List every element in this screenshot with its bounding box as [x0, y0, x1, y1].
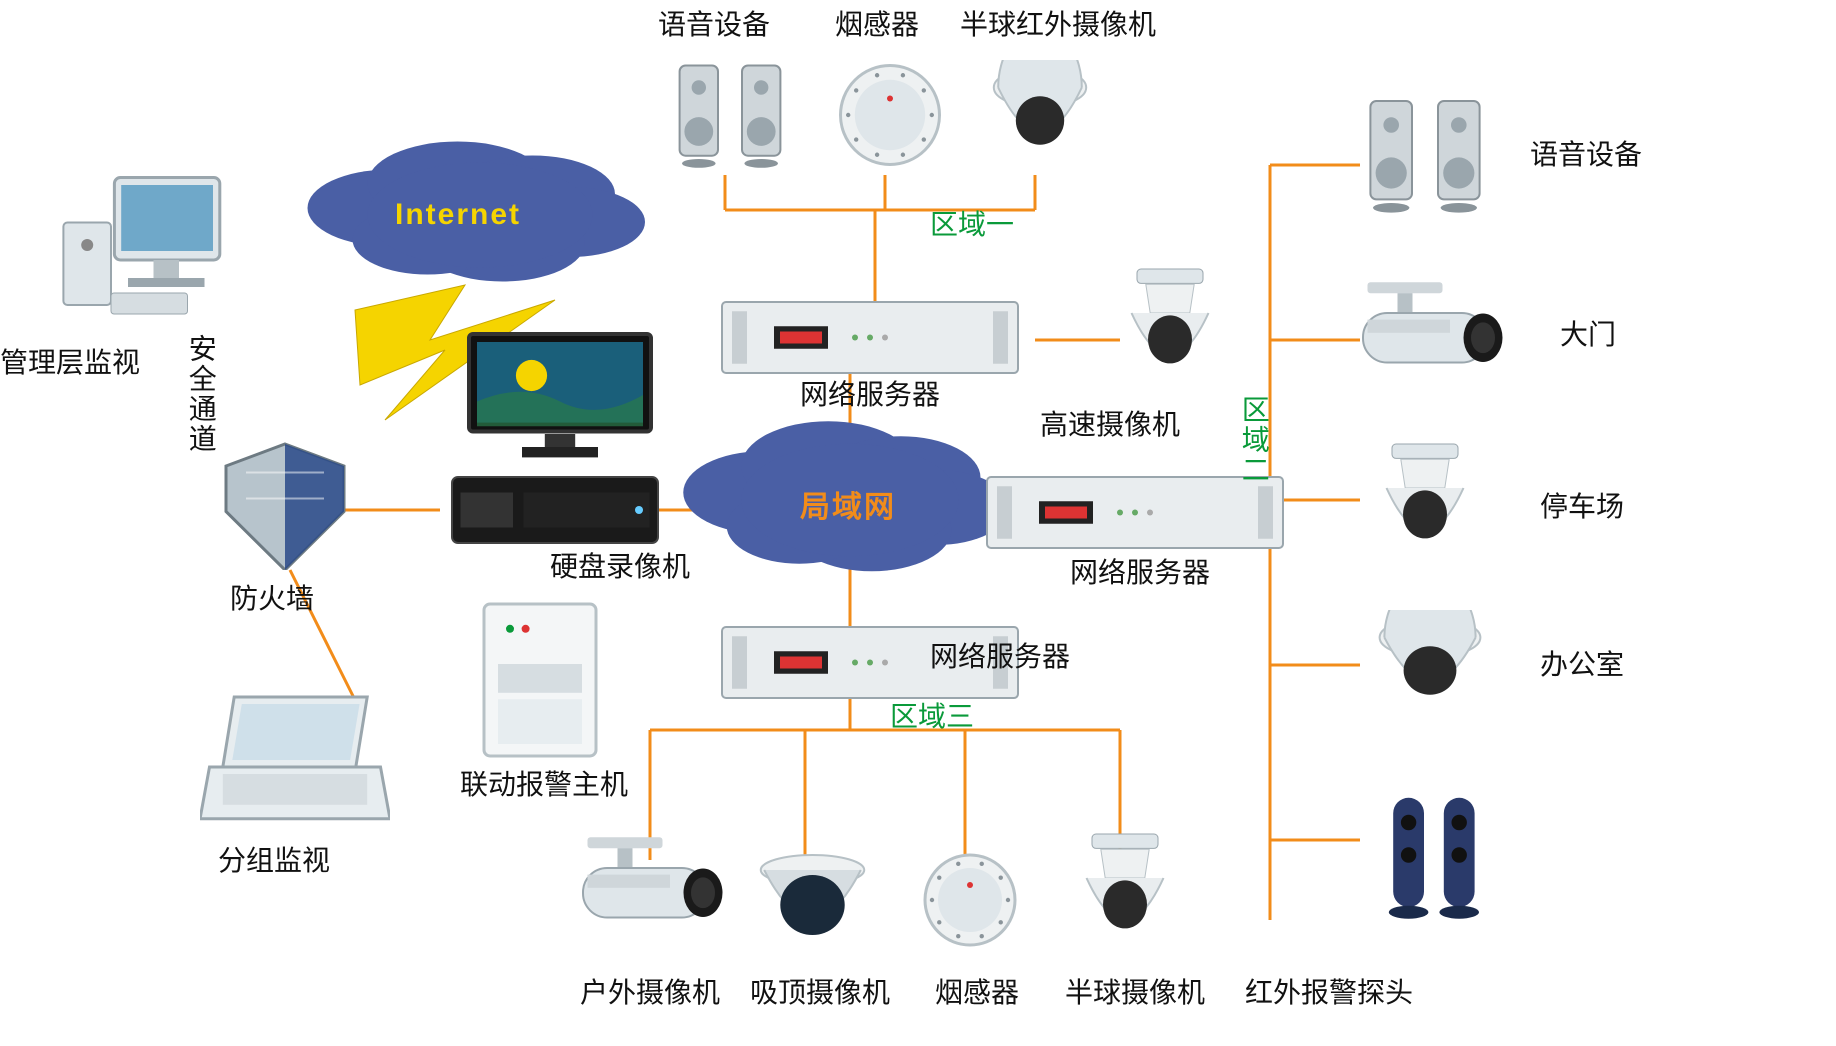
device-dome-top [985, 60, 1095, 170]
label-right-parking-l: 停车场 [1540, 492, 1624, 523]
device-ptz-bot [1070, 830, 1180, 950]
device-mgmt-monitor [60, 170, 230, 320]
label-right-office-l: 办公室 [1540, 650, 1624, 681]
label-zone1: 区域一 [930, 210, 1014, 241]
device-dvr [450, 475, 660, 545]
device-smoke-bot [910, 850, 1030, 950]
device-netsrv-2 [985, 475, 1285, 550]
label-ceiling-l: 吸顶摄像机 [750, 978, 890, 1009]
label-right-gate-l: 大门 [1560, 320, 1616, 351]
device-ceiling-cam [755, 850, 870, 950]
label-netsrv2-l: 网络服务器 [1070, 558, 1210, 589]
label-firewall-l: 防火墙 [230, 584, 314, 615]
lan-label: 局域网 [800, 482, 896, 526]
device-right-speakers [1360, 95, 1490, 215]
label-highspeed-l: 高速摄像机 [1040, 410, 1180, 441]
label-mgmt: 管理层监视 [0, 348, 140, 379]
device-right-ir [1380, 790, 1490, 920]
device-laptop [200, 690, 390, 830]
device-highspeed-cam [1115, 265, 1225, 385]
label-zone3: 区域三 [890, 702, 974, 733]
device-right-gate [1360, 280, 1510, 390]
label-dvr-l: 硬盘录像机 [550, 552, 690, 583]
label-laptop-l: 分组监视 [218, 846, 330, 877]
label-right-ir-l: 红外报警探头 [1245, 978, 1413, 1009]
label-top-dome: 半球红外摄像机 [960, 10, 1156, 41]
label-netsrv1-l: 网络服务器 [800, 380, 940, 411]
device-firewall [220, 440, 350, 570]
label-right-speakers-l: 语音设备 [1530, 140, 1642, 171]
label-outdoor-l: 户外摄像机 [580, 978, 720, 1009]
label-secure: 安全通道 [185, 334, 216, 454]
device-right-parking [1370, 440, 1480, 560]
label-top-speakers: 语音设备 [658, 10, 770, 41]
device-right-office [1370, 610, 1490, 720]
internet-label: Internet [395, 198, 521, 232]
device-dvr-display [465, 330, 655, 460]
label-ptz-bot-l: 半球摄像机 [1065, 978, 1205, 1009]
device-alarm-host [480, 600, 600, 760]
label-smoke-bot-l: 烟感器 [935, 978, 1019, 1009]
label-zone2: 区域二 [1238, 395, 1269, 485]
device-smoke-top [830, 60, 950, 170]
device-outdoor-cam [580, 835, 730, 945]
label-top-smoke: 烟感器 [835, 10, 919, 41]
device-netsrv-1 [720, 300, 1020, 375]
device-speakers-top [670, 60, 790, 170]
label-netsrv3-l: 网络服务器 [930, 642, 1070, 673]
label-alarm-l: 联动报警主机 [460, 770, 628, 801]
